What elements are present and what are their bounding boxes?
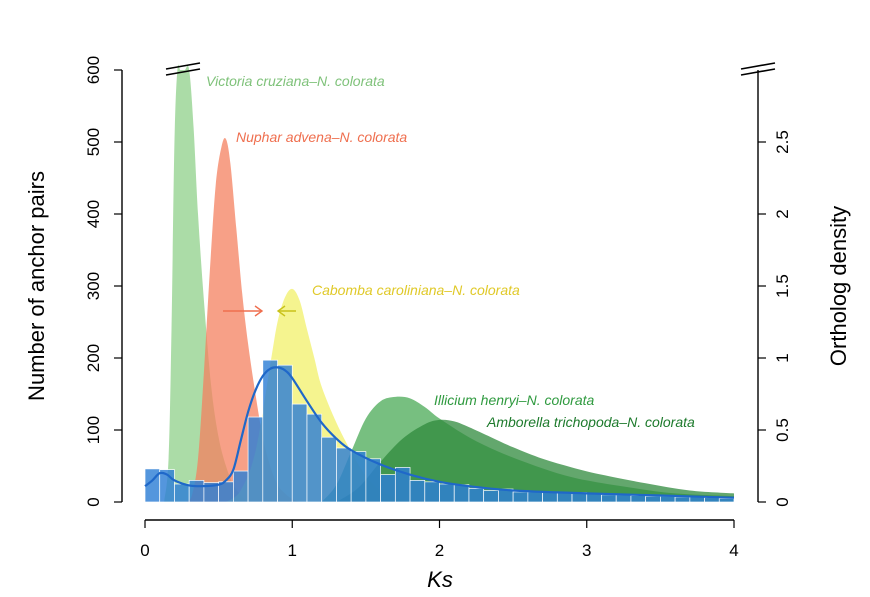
y-left-tick-label: 500: [84, 128, 103, 156]
hist-bar: [468, 487, 485, 503]
ortholog-peak-2: [186, 137, 300, 502]
y-left-tick-label: 100: [84, 416, 103, 444]
hist-bar: [380, 474, 396, 503]
peak-labels: Victoria cruziana–N. colorata Nuphar adve…: [206, 73, 695, 430]
y-right-axis-title: Ortholog density: [826, 206, 851, 366]
y-left-tick-label: 400: [84, 200, 103, 228]
hist-bar: [601, 494, 617, 503]
peak-label-3: Cabomba caroliniana–N. colorata: [312, 282, 520, 298]
arrows: [223, 305, 296, 317]
hist-bar: [512, 491, 529, 503]
y-left-tick-label: 200: [84, 344, 103, 372]
y-left-axis-title: Number of anchor pairs: [24, 171, 49, 401]
hist-bar: [556, 492, 573, 503]
hist-bar: [262, 359, 278, 503]
y-right-tick-label: 1: [773, 353, 792, 362]
hist-bar: [542, 491, 558, 503]
y-left-tick-label: 300: [84, 272, 103, 300]
hist-bar: [718, 498, 735, 503]
peak-label-2: Nuphar advena–N. colorata: [236, 129, 407, 145]
hist-bar: [660, 495, 676, 503]
y-left-tick-label: 600: [84, 56, 103, 84]
hist-bar: [483, 490, 499, 503]
x-tick-label: 1: [288, 541, 297, 560]
hist-bar: [291, 403, 308, 503]
right-axis-break-mark: [740, 62, 776, 76]
y-right-tick-label: 0: [773, 497, 792, 506]
x-axis-title: Ks: [427, 567, 453, 592]
hist-bar: [306, 413, 323, 503]
anchor-density-line: [144, 366, 735, 499]
y-right-tick-label: 0.5: [773, 418, 792, 442]
y-right-tick-label: 1.5: [773, 274, 792, 298]
hist-bar: [439, 483, 455, 503]
hist-bar: [233, 470, 249, 503]
arrow-head-2: [276, 305, 286, 317]
hist-bar: [174, 483, 190, 503]
hist-bar: [277, 364, 293, 503]
hist-bar: [453, 484, 470, 503]
peak-label-1: Victoria cruziana–N. colorata: [206, 73, 385, 89]
x-tick-label: 4: [729, 541, 738, 560]
hist-bar: [704, 497, 720, 503]
anchor-density-line-group: [144, 366, 735, 499]
hist-bar: [321, 436, 337, 503]
hist-bar: [409, 480, 426, 503]
x-tick-label: 3: [582, 541, 591, 560]
hist-bar: [350, 451, 367, 503]
peak-label-4: Illicium henryi–N. colorata: [434, 392, 594, 408]
x-tick-label: 0: [140, 541, 149, 560]
hist-bar: [188, 480, 205, 503]
hist-bar: [615, 494, 632, 503]
hist-bar: [630, 495, 646, 503]
hist-bar: [645, 495, 661, 503]
hist-bar: [674, 496, 691, 503]
hist-bar: [247, 416, 264, 503]
x-tick-label: 2: [435, 541, 444, 560]
peak-label-5: Amborella trichopoda–N. colorata: [486, 414, 695, 430]
hist-bar: [336, 447, 352, 503]
y-left-tick-label: 0: [84, 497, 103, 506]
y-right-tick-label: 2: [773, 209, 792, 218]
axis-ticks: 0 1 2 3 4 0 100 200 300 400 500 600 0 0.5 1 1.5 2 2.5: [84, 56, 792, 560]
arrow-head-1: [254, 305, 264, 317]
hist-bar: [424, 481, 440, 503]
left-axis-break-mark: [165, 62, 201, 76]
hist-bar: [365, 458, 381, 503]
y-right-tick-label: 2.5: [773, 130, 792, 154]
ortholog-peak-1: [164, 64, 249, 503]
hist-bar: [527, 491, 543, 503]
